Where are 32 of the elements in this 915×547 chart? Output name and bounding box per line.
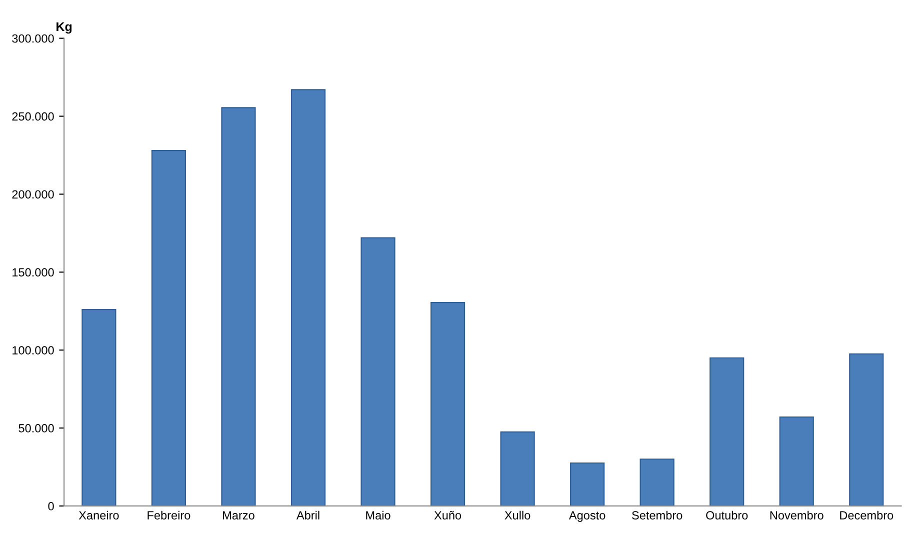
y-tick-label: 250.000 <box>12 112 54 121</box>
y-tick-label: 100.000 <box>12 346 54 354</box>
y-axis-title: Kg <box>56 22 72 34</box>
x-tick-label: Febreiro <box>148 510 190 520</box>
y-tick-label: 50.000 <box>18 424 54 432</box>
y-tick-label: 200.000 <box>12 190 54 199</box>
bar <box>360 237 396 506</box>
bar <box>779 416 814 506</box>
bar <box>82 308 116 506</box>
x-tick-label: Decembro <box>840 510 894 520</box>
x-tick-label: Xuño <box>434 510 462 520</box>
bar <box>290 89 326 506</box>
x-tick-label: Agosto <box>568 511 606 522</box>
x-tick-label: Setembro <box>632 510 682 520</box>
y-tick-label: 300.000 <box>12 34 54 43</box>
x-tick-label: Abril <box>296 510 320 520</box>
bar <box>849 353 884 506</box>
y-tick-label: 0 <box>48 502 54 510</box>
bar <box>151 150 186 506</box>
x-tick-label: Outubro <box>706 510 748 520</box>
bar <box>500 431 535 506</box>
bar <box>221 107 256 506</box>
bar <box>430 302 466 506</box>
x-tick-label: Xullo <box>504 510 530 520</box>
bar <box>640 458 674 506</box>
y-tick-label: 150.000 <box>12 268 54 277</box>
bar <box>710 357 744 506</box>
bar <box>570 462 605 506</box>
x-tick-label: Xaneiro <box>78 510 119 520</box>
x-tick-label: Novembro <box>770 510 824 520</box>
x-tick-label: Maio <box>366 510 390 520</box>
x-tick-label: Marzo <box>223 511 254 520</box>
